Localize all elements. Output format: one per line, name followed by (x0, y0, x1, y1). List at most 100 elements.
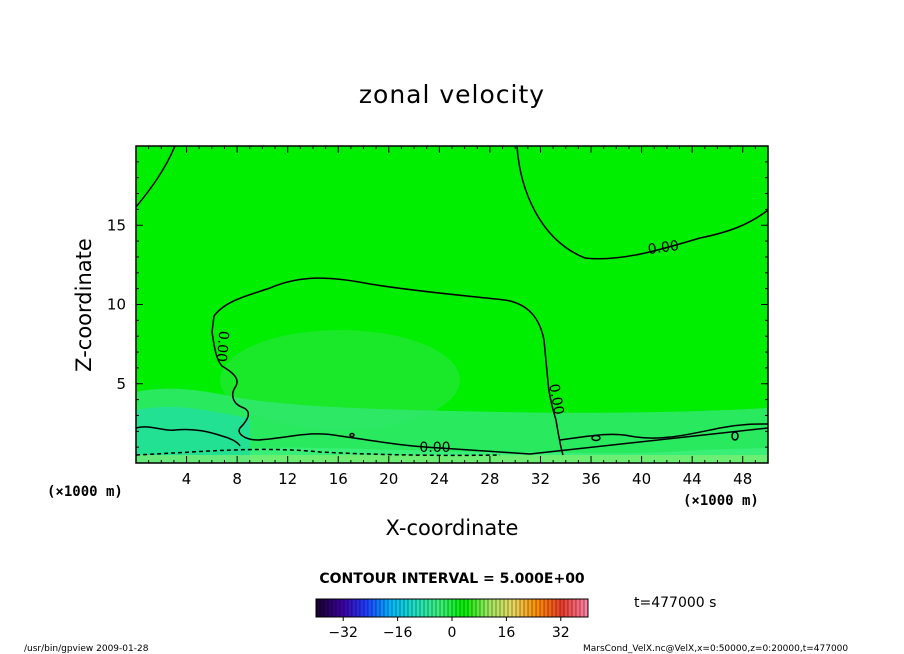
contour-label-bottom: 0.00 (419, 440, 450, 456)
colorbar-tick-label: −32 (328, 625, 358, 641)
colorbar-cell (564, 599, 569, 617)
colorbar-cell (372, 599, 377, 617)
colorbar-cell (404, 599, 409, 617)
colorbar-cell (332, 599, 337, 617)
chart-title: zonal velocity (359, 80, 545, 109)
contour-label-left: 0.00 (213, 330, 232, 362)
colorbar-cell (428, 599, 433, 617)
contour-label-right: 0.00 (545, 383, 566, 416)
x-axis-title: X-coordinate (386, 516, 519, 540)
colorbar-cell (324, 599, 329, 617)
x-tick-label: 48 (733, 470, 752, 488)
x-tick-label: 4 (182, 470, 192, 488)
contour-label-upper: 0.00 (647, 238, 680, 258)
colorbar-cell (392, 599, 397, 617)
colorbar-cell (524, 599, 529, 617)
contour-mid (213, 277, 564, 456)
colorbar-cell (580, 599, 585, 617)
contour-small-loop-1 (591, 434, 601, 442)
colorbar-cell (504, 599, 509, 617)
y-axis-title: Z-coordinate (72, 238, 96, 372)
colorbar-cell (396, 599, 401, 617)
contour-upper-right (516, 146, 768, 260)
colorbar-cell (536, 599, 541, 617)
colorbar-cell (344, 599, 349, 617)
x-tick-label: 12 (278, 470, 297, 488)
colorbar-cell (572, 599, 577, 617)
field-lower-layer (136, 388, 768, 463)
colorbar-cell (364, 599, 369, 617)
colorbar-cell (356, 599, 361, 617)
x-tick-label: 32 (531, 470, 550, 488)
colorbar-cell (424, 599, 429, 617)
colorbar-cell (560, 599, 565, 617)
colorbar-cell (584, 599, 589, 617)
colorbar-cell (520, 599, 525, 617)
contour-low-right (559, 423, 768, 441)
colorbar-cell (576, 599, 581, 617)
colorbar-ticks: −32 −16 0 16 32 (328, 617, 570, 641)
colorbar (315, 599, 589, 617)
x-axis-ticks: 4 8 12 16 20 24 28 32 36 40 44 48 (135, 146, 769, 488)
colorbar-cell (568, 599, 573, 617)
colorbar-tick-label: 16 (497, 625, 515, 641)
colorbar-tick-label: −16 (383, 625, 413, 641)
colorbar-cell (516, 599, 521, 617)
colorbar-cell (448, 599, 453, 617)
colorbar-cell (380, 599, 385, 617)
contour-lower (211, 315, 768, 455)
colorbar-cell (556, 599, 561, 617)
colorbar-cell (360, 599, 365, 617)
colorbar-cell (456, 599, 461, 617)
colorbar-cell (528, 599, 533, 617)
colorbar-cell (316, 599, 321, 617)
x-tick-label: 16 (329, 470, 348, 488)
colorbar-cell (544, 599, 549, 617)
x-tick-label: 20 (379, 470, 398, 488)
colorbar-cell (532, 599, 537, 617)
colorbar-cell (444, 599, 449, 617)
colorbar-cell (352, 599, 357, 617)
field-left-cyan (136, 407, 250, 463)
colorbar-cell (484, 599, 489, 617)
colorbar-cell (508, 599, 513, 617)
colorbar-cell (408, 599, 413, 617)
colorbar-cell (340, 599, 345, 617)
time-label: t=477000 s (634, 595, 716, 611)
colorbar-cell (388, 599, 393, 617)
colorbar-cell (492, 599, 497, 617)
colorbar-cell (348, 599, 353, 617)
y-tick-label: 5 (116, 375, 126, 393)
field-surface-band (136, 455, 768, 463)
contour-lines (136, 146, 768, 457)
colorbar-cell (472, 599, 477, 617)
x-tick-label: 40 (632, 470, 651, 488)
colorbar-cell (436, 599, 441, 617)
x-tick-label: 28 (480, 470, 499, 488)
colorbar-tick-label: 0 (448, 625, 457, 641)
colorbar-cell (476, 599, 481, 617)
colorbar-cell (440, 599, 445, 617)
colorbar-cell (412, 599, 417, 617)
contour-upper-left (136, 146, 176, 208)
colorbar-cell (320, 599, 325, 617)
y-tick-label: 15 (107, 216, 126, 234)
colorbar-cell (496, 599, 501, 617)
colorbar-tick-label: 32 (552, 625, 570, 641)
x-tick-label: 36 (581, 470, 600, 488)
contour-small-loop-3 (349, 432, 355, 438)
y-tick-label: 10 (107, 296, 126, 314)
colorbar-cell (452, 599, 457, 617)
footer-right: MarsCond_VelX.nc@VelX,x=0:50000,z=0:2000… (583, 644, 848, 654)
colorbar-cell (548, 599, 553, 617)
y-axis-ticks: 5 10 15 (107, 145, 768, 464)
x-unit-right: (×1000 m) (683, 493, 759, 509)
colorbar-cell (336, 599, 341, 617)
colorbar-cell (500, 599, 505, 617)
colorbar-cell (420, 599, 425, 617)
colorbar-cell (400, 599, 405, 617)
colorbar-cell (468, 599, 473, 617)
footer-left: /usr/bin/gpview 2009-01-28 (24, 644, 149, 654)
colorbar-cell (480, 599, 485, 617)
